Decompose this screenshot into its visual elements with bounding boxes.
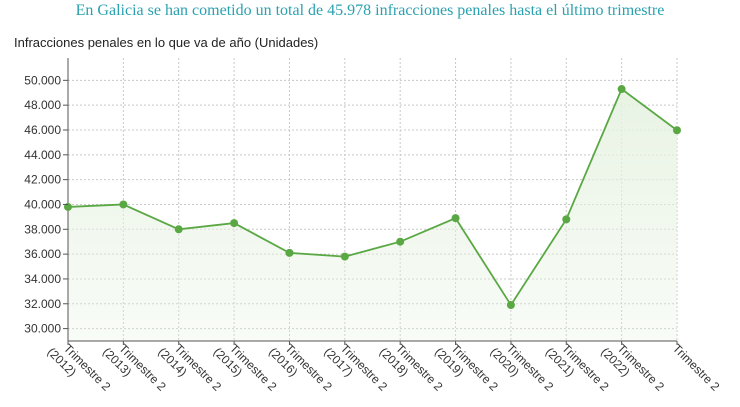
y-tick-label: 30.000 [24,322,61,336]
x-tick-label: Trimestre 2(2013) [100,341,169,394]
chart-title: Infracciones penales en lo que va de año… [14,35,319,50]
series-line-group [67,87,678,307]
area-fill [68,89,677,341]
x-tick-label: Trimestre 2(2018) [377,341,446,394]
y-tick-label: 32.000 [24,297,61,311]
x-tick-label-line1: Trimestre 2 [670,341,723,394]
x-tick-label: Trimestre 2(2022) [598,341,667,394]
x-tick-label: Trimestre 2(2015) [211,341,280,394]
x-tick-label: Trimestre 2(2012) [45,341,114,394]
x-tick-label: Trimestre 2(2017) [321,341,390,394]
x-tick-label: Trimestre 2(2021) [543,341,612,394]
x-axis-ticks: Trimestre 2(2012) Trimestre 2(2013) Trimes… [45,341,723,394]
series-area [68,89,677,341]
x-tick-label: Trimestre 2(2016) [266,341,335,394]
x-tick-label: Trimestre 2(2020) [488,341,557,394]
y-tick-label: 50.000 [24,73,61,87]
y-tick-label: 42.000 [24,173,61,187]
data-point [340,252,349,261]
series-line [67,87,678,307]
data-point [119,200,128,209]
chart-headline: En Galicia se han cometido un total de 4… [75,2,665,19]
y-axis-ticks: 30.000 32.000 34.000 36.000 38.000 40.000 42.0… [24,73,68,336]
x-tick-label: Trimestre 2(2014) [155,341,224,394]
data-point [174,225,183,234]
y-tick-label: 40.000 [24,197,61,211]
x-tick-label: Trimestre 2(2019) [432,341,501,394]
data-point [230,219,239,228]
y-tick-label: 46.000 [24,123,61,137]
data-point [506,301,515,310]
data-point [285,248,294,257]
data-point [451,214,460,223]
y-tick-label: 36.000 [24,247,61,261]
y-tick-label: 34.000 [24,272,61,286]
data-point [673,126,681,135]
y-tick-label: 44.000 [24,148,61,162]
data-point [562,215,571,224]
y-tick-label: 48.000 [24,98,61,112]
y-tick-label: 38.000 [24,222,61,236]
x-tick-label: Trimestre 2 [670,341,723,394]
data-point [617,85,626,94]
data-point [396,237,405,246]
